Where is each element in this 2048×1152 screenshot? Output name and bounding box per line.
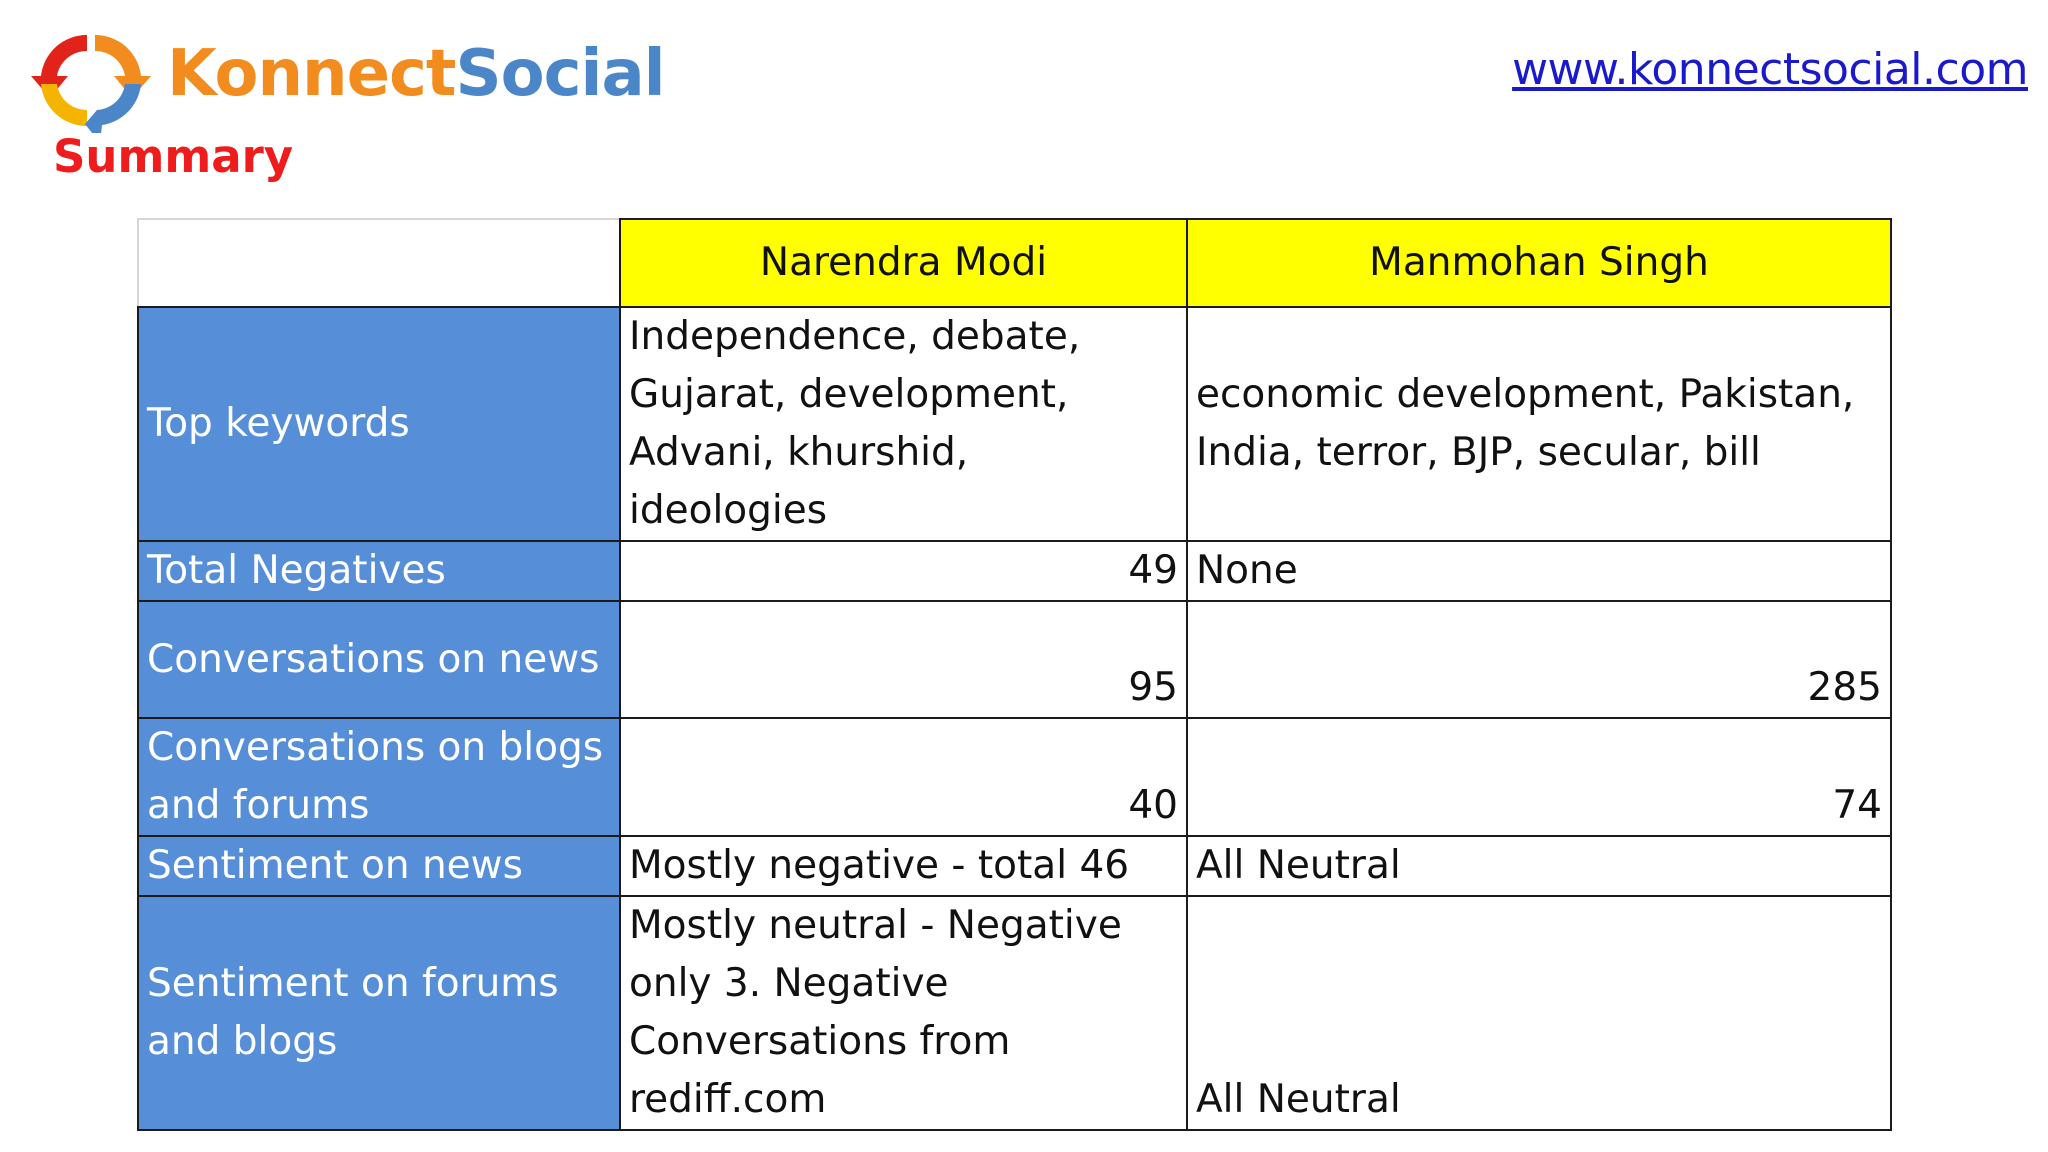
- row-header-conversations-news: Conversations on news: [137, 600, 621, 719]
- page-title: Summary: [53, 130, 294, 183]
- cell-singh-top-keywords: economic development, Pakistan, India, t…: [1186, 306, 1892, 542]
- chat-arrows-logo-icon: [31, 34, 151, 133]
- brand-name-part1: Konnect: [167, 37, 456, 111]
- row-header-top-keywords: Top keywords: [137, 306, 621, 542]
- row-header-sentiment-news: Sentiment on news: [137, 835, 621, 897]
- table-row-conversations-news: Conversations on news 95 285: [137, 600, 1892, 719]
- cell-singh-conversations-news: 285: [1186, 600, 1892, 719]
- cell-modi-sentiment-news: Mostly negative - total 46: [619, 835, 1188, 897]
- table-row-sentiment-forums: Sentiment on forums and blogs Mostly neu…: [137, 895, 1892, 1131]
- table-row-sentiment-news: Sentiment on news Mostly negative - tota…: [137, 835, 1892, 897]
- cell-singh-sentiment-news: All Neutral: [1186, 835, 1892, 897]
- cell-singh-sentiment-forums: All Neutral: [1186, 895, 1892, 1131]
- column-header-singh: Manmohan Singh: [1186, 218, 1892, 308]
- brand-name: KonnectSocial: [167, 36, 666, 113]
- column-header-modi: Narendra Modi: [619, 218, 1188, 308]
- row-header-conversations-blogs: Conversations on blogs and forums: [137, 717, 621, 837]
- konnectsocial-logo: KonnectSocial: [30, 28, 666, 133]
- cell-singh-conversations-blogs: 74: [1186, 717, 1892, 837]
- website-link[interactable]: www.konnectsocial.com: [1512, 44, 2028, 95]
- cell-singh-total-negatives: None: [1186, 540, 1892, 602]
- table-row-total-negatives: Total Negatives 49 None: [137, 540, 1892, 602]
- table-header-row: Narendra Modi Manmohan Singh: [137, 218, 1892, 308]
- cell-modi-total-negatives: 49: [619, 540, 1188, 602]
- cell-modi-conversations-blogs: 40: [619, 717, 1188, 837]
- table-row-conversations-blogs: Conversations on blogs and forums 40 74: [137, 717, 1892, 837]
- comparison-table: Narendra Modi Manmohan Singh Top keyword…: [137, 218, 1892, 1131]
- row-header-total-negatives: Total Negatives: [137, 540, 621, 602]
- cell-modi-conversations-news: 95: [619, 600, 1188, 719]
- table-row-top-keywords: Top keywords Independence, debate, Gujar…: [137, 306, 1892, 542]
- table-corner-cell: [137, 218, 621, 308]
- cell-modi-top-keywords: Independence, debate, Gujarat, developme…: [619, 306, 1188, 542]
- row-header-sentiment-forums: Sentiment on forums and blogs: [137, 895, 621, 1131]
- cell-modi-sentiment-forums: Mostly neutral - Negative only 3. Negati…: [619, 895, 1188, 1131]
- brand-name-part2: Social: [455, 37, 666, 111]
